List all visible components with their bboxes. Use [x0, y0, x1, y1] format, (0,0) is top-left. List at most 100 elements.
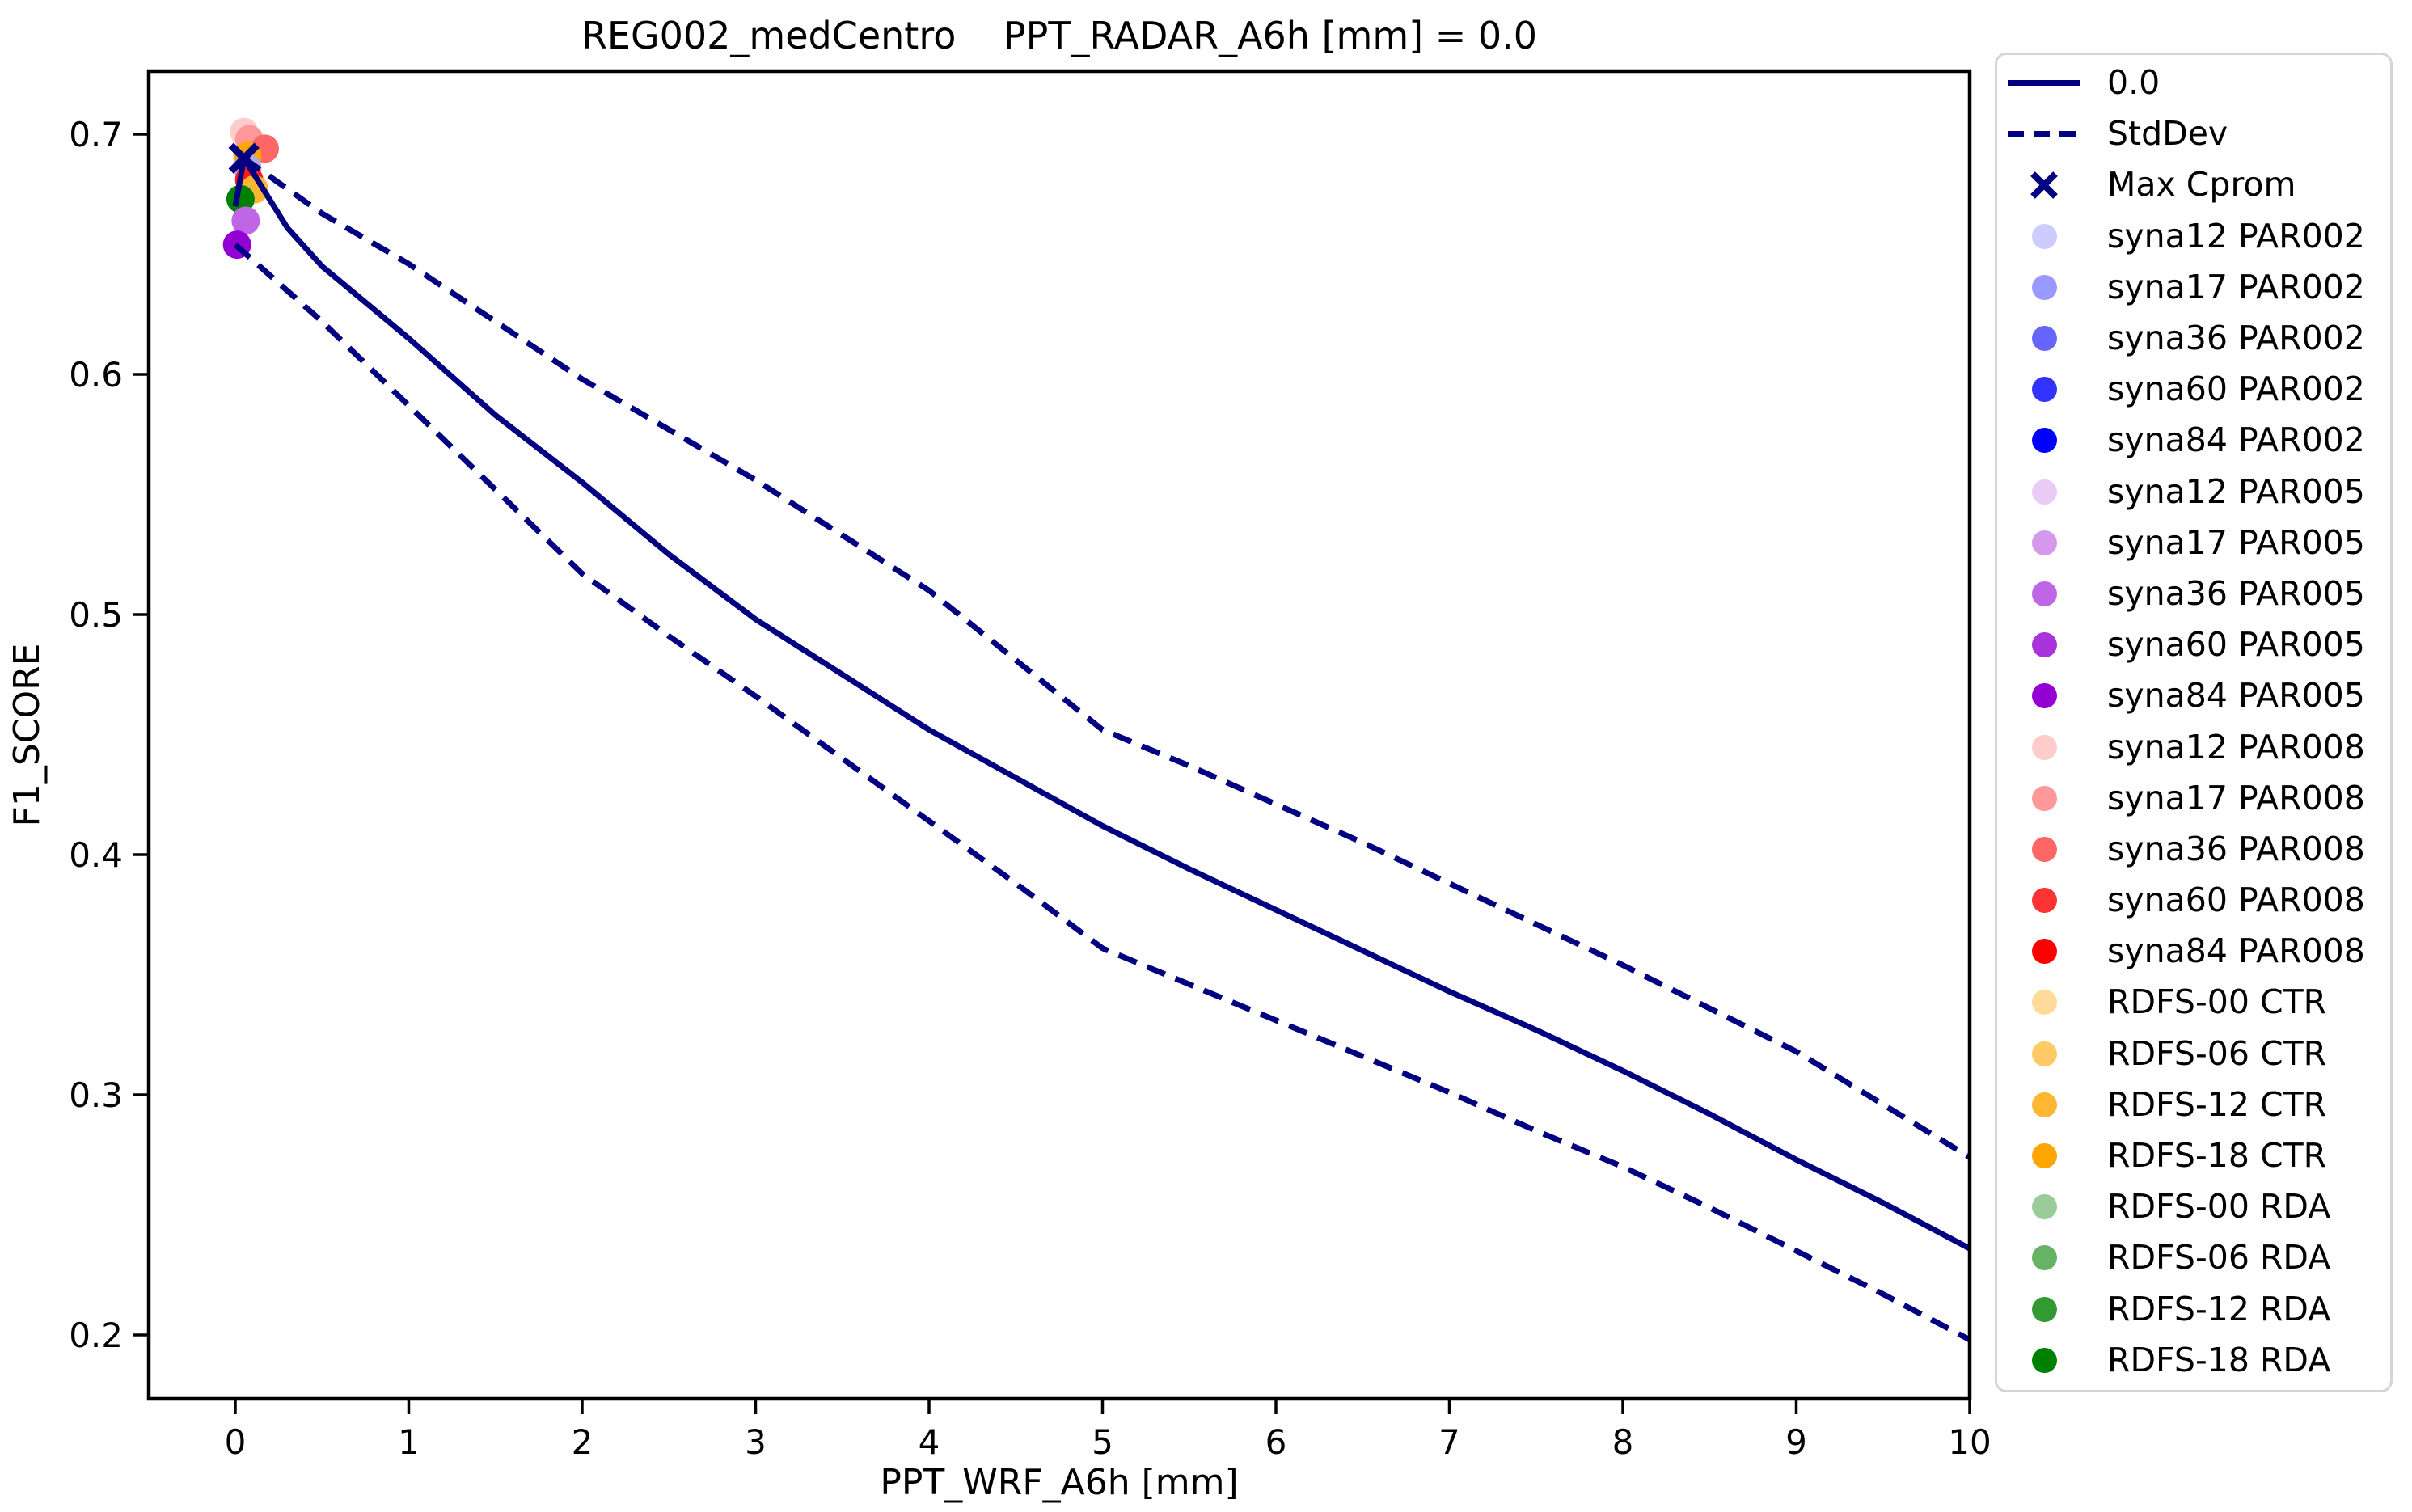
legend-marker-dot: [1997, 632, 2091, 658]
legend-dot-icon: [2031, 836, 2057, 862]
legend-marker-dot: [1997, 990, 2091, 1016]
x-tick-label: 9: [1785, 1422, 1807, 1462]
axes-spines: [146, 69, 1972, 1401]
legend-marker-dot: [1997, 1347, 2091, 1373]
legend-item-label: syna60 PAR008: [2107, 881, 2365, 920]
legend-item-label: RDFS-00 RDA: [2107, 1187, 2331, 1227]
legend-marker-dot: [1997, 1143, 2091, 1169]
legend-dot-icon: [2031, 1143, 2057, 1169]
legend-item-label: syna84 PAR005: [2107, 676, 2365, 716]
legend-item: syna36 PAR005: [1997, 568, 2390, 619]
legend-dot-icon: [2031, 223, 2057, 249]
legend-item: syna12 PAR005: [1997, 467, 2390, 517]
legend-item-label: syna84 PAR002: [2107, 420, 2365, 460]
legend-item-label: syna17 PAR002: [2107, 267, 2365, 306]
y-axis-label: F1_SCORE: [6, 644, 48, 827]
legend-item: StdDev: [1997, 108, 2390, 159]
legend-item-label: syna60 PAR005: [2107, 625, 2365, 665]
scatter-point: [226, 184, 255, 213]
legend-item-label: syna84 PAR008: [2107, 931, 2365, 971]
legend-item: syna60 PAR008: [1997, 875, 2390, 926]
legend-marker-dot: [1997, 836, 2091, 862]
legend-dot-icon: [2031, 1245, 2057, 1271]
max-cprom-marker: [228, 142, 260, 174]
y-tick-label: 0.2: [69, 1316, 123, 1355]
legend-marker-dot: [1997, 683, 2091, 709]
legend-item: syna60 PAR002: [1997, 364, 2390, 415]
legend-item-label: syna17 PAR005: [2107, 522, 2365, 562]
legend-item: syna60 PAR005: [1997, 619, 2390, 670]
legend-item-label: RDFS-12 RDA: [2107, 1289, 2331, 1328]
legend-item-label: syna17 PAR008: [2107, 778, 2365, 817]
curve-stddev: [233, 242, 1971, 1342]
legend-item: Max Cprom: [1997, 159, 2390, 210]
x-tick-label: 3: [745, 1422, 767, 1462]
x-tick-label: 6: [1265, 1422, 1287, 1462]
legend-marker-dot: [1997, 939, 2091, 965]
legend-dot-icon: [2031, 734, 2057, 760]
legend-dot-icon: [2031, 683, 2057, 709]
legend-dot-icon: [2031, 581, 2057, 606]
legend-item: syna84 PAR002: [1997, 415, 2390, 466]
legend-dot-icon: [2031, 479, 2057, 505]
legend-box: 0.0 StdDev Max Cprom syna12 PAR002 syna17 PA…: [1995, 53, 2393, 1392]
legend-marker-dot: [1997, 1194, 2091, 1220]
legend-marker-dot: [1997, 326, 2091, 352]
legend-item-label: syna36 PAR008: [2107, 829, 2365, 868]
legend-marker-dot: [1997, 1245, 2091, 1271]
legend-item-label: RDFS-18 CTR: [2107, 1136, 2327, 1176]
x-tick-label: 4: [919, 1422, 940, 1462]
legend-dot-icon: [2031, 1347, 2057, 1373]
y-tick-label: 0.6: [69, 355, 123, 395]
y-tick-label: 0.7: [69, 115, 123, 154]
legend-item: syna17 PAR005: [1997, 517, 2390, 568]
legend-item-label: RDFS-00 CTR: [2107, 982, 2327, 1022]
y-tick-label: 0.5: [69, 595, 123, 635]
legend-item-label: syna12 PAR005: [2107, 471, 2365, 511]
legend-item-label: syna12 PAR008: [2107, 727, 2365, 767]
legend-marker-dot: [1997, 888, 2091, 914]
legend-item: 0.0: [1997, 57, 2390, 108]
x-tick-label: 2: [572, 1422, 593, 1462]
legend-item-label: syna36 PAR005: [2107, 573, 2365, 613]
legend-marker-dot: [1997, 734, 2091, 760]
y-axis-ticks: 0.2 0.3 0.4 0.5 0.6 0.7: [69, 115, 149, 1355]
curve-stddev: [242, 155, 1971, 1160]
legend-solid-line-icon: [2008, 80, 2080, 87]
legend-item: RDFS-00 CTR: [1997, 977, 2390, 1028]
legend-item: RDFS-12 CTR: [1997, 1079, 2390, 1130]
scatter-point: [231, 206, 260, 235]
legend-marker-dot: [1997, 428, 2091, 454]
legend-item-label: syna60 PAR002: [2107, 370, 2365, 409]
x-marker-stroke: [228, 142, 260, 174]
legend-marker-dot: [1997, 223, 2091, 249]
legend-item-label: RDFS-06 RDA: [2107, 1238, 2331, 1278]
legend-dot-icon: [2031, 939, 2057, 965]
x-tick-label: 5: [1092, 1422, 1113, 1462]
legend-marker-dot: [1997, 479, 2091, 505]
x-axis-ticks: 0 1 2 3 4 5 6 7 8 9 10: [225, 1399, 1992, 1462]
legend-marker-dot: [1997, 274, 2091, 300]
x-tick-label: 7: [1438, 1422, 1460, 1462]
legend-x-marker-icon: [2030, 171, 2058, 199]
legend-dot-icon: [2031, 1296, 2057, 1322]
x-tick-label: 1: [398, 1422, 420, 1462]
legend-item: syna17 PAR002: [1997, 262, 2390, 313]
legend-marker-dot: [1997, 530, 2091, 555]
legend-dot-icon: [2031, 785, 2057, 811]
legend-item: syna36 PAR002: [1997, 313, 2390, 364]
legend-item: syna36 PAR008: [1997, 824, 2390, 875]
legend-item: syna17 PAR008: [1997, 773, 2390, 824]
legend-dot-icon: [2031, 428, 2057, 454]
legend-item: RDFS-18 RDA: [1997, 1335, 2390, 1386]
y-tick-label: 0.3: [69, 1075, 123, 1115]
legend-item: syna84 PAR008: [1997, 926, 2390, 977]
x-tick-label: 10: [1948, 1422, 1991, 1462]
legend-item: RDFS-06 CTR: [1997, 1028, 2390, 1079]
legend-dot-icon: [2031, 530, 2057, 555]
legend-marker-line: [1997, 80, 2091, 87]
x-tick-label: 8: [1612, 1422, 1634, 1462]
x-marker-stroke: [2030, 171, 2058, 199]
legend-item: RDFS-12 RDA: [1997, 1284, 2390, 1335]
legend-marker-dot: [1997, 1296, 2091, 1322]
